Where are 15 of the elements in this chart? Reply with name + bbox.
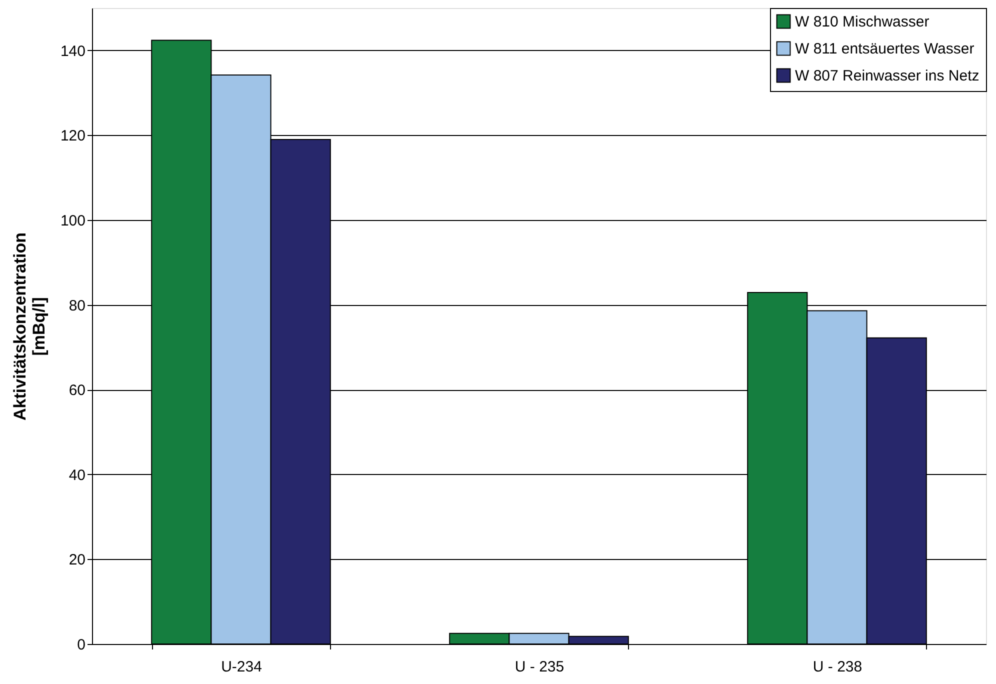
- y-tick-label: 120: [60, 128, 86, 145]
- y-tick-label: 60: [68, 382, 86, 400]
- x-tick-label: U - 238: [812, 658, 862, 676]
- y-tick-label: 140: [60, 42, 86, 60]
- y-tick-label: 100: [60, 212, 86, 230]
- y-tick-label: 80: [68, 297, 86, 314]
- x-tick-label: U - 235: [514, 658, 564, 676]
- legend-label: W 810 Mischwasser: [795, 14, 930, 30]
- y-tick-label: 40: [68, 466, 86, 484]
- y-axis-title: Aktivitätskonzentration [mBq/l]: [10, 232, 48, 420]
- legend-label: W 811 entsäuertes Wasser: [795, 40, 974, 58]
- x-tick-label: U-234: [221, 658, 262, 676]
- y-tick-label: 0: [77, 636, 86, 654]
- y-tick-label: 20: [68, 552, 86, 569]
- legend-label: W 807 Reinwasser ins Netz: [795, 68, 980, 84]
